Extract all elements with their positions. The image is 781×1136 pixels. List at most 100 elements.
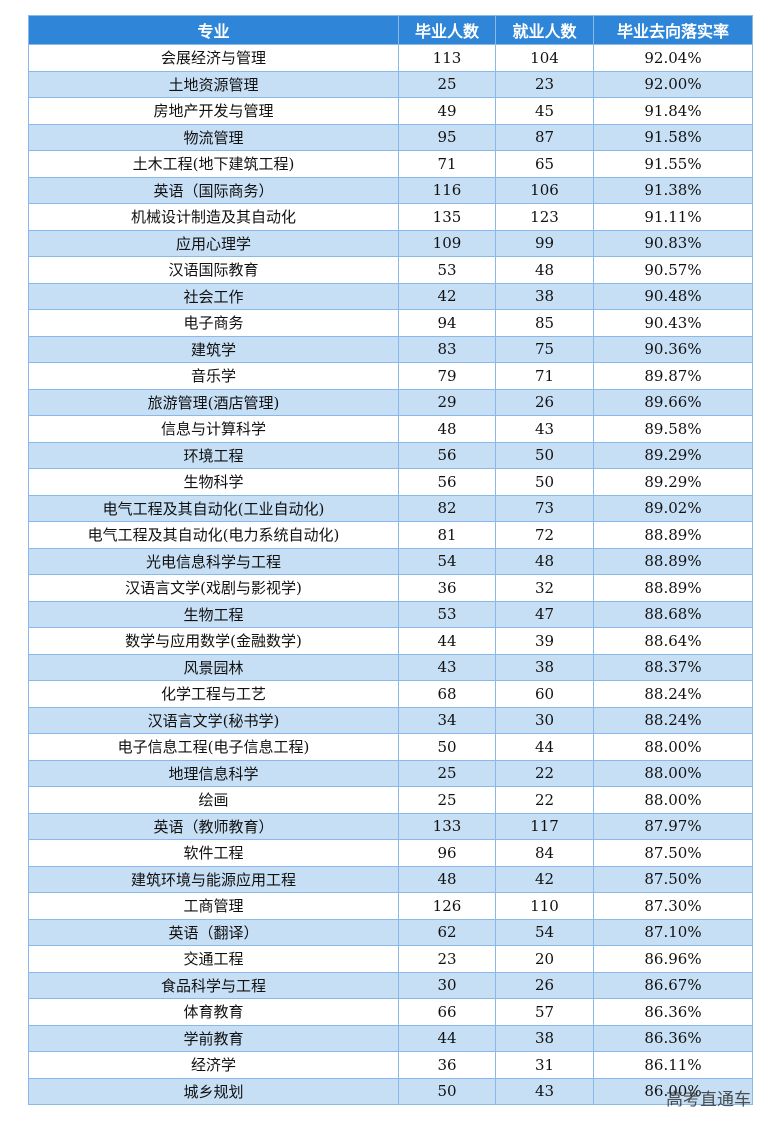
cell-major: 汉语言文学(秘书学) bbox=[28, 706, 399, 734]
cell-placement-rate: 90.83% bbox=[593, 229, 753, 257]
table-row: 英语（翻译） 62 54 87.10% bbox=[28, 918, 753, 946]
cell-graduates: 48 bbox=[398, 865, 496, 893]
cell-placement-rate: 91.84% bbox=[593, 97, 753, 125]
table-row: 光电信息科学与工程 54 48 88.89% bbox=[28, 547, 753, 575]
cell-major: 房地产开发与管理 bbox=[28, 97, 399, 125]
table-row: 电气工程及其自动化(电力系统自动化) 81 72 88.89% bbox=[28, 521, 753, 549]
table-row: 英语（国际商务） 116 106 91.38% bbox=[28, 176, 753, 204]
cell-major: 英语（教师教育） bbox=[28, 812, 399, 840]
cell-employed: 42 bbox=[495, 865, 594, 893]
table-row: 汉语言文学(秘书学) 34 30 88.24% bbox=[28, 706, 753, 734]
table-row: 建筑学 83 75 90.36% bbox=[28, 335, 753, 363]
cell-placement-rate: 92.04% bbox=[593, 44, 753, 72]
cell-graduates: 96 bbox=[398, 839, 496, 867]
cell-placement-rate: 86.96% bbox=[593, 945, 753, 973]
cell-placement-rate: 87.50% bbox=[593, 839, 753, 867]
table-row: 应用心理学 109 99 90.83% bbox=[28, 229, 753, 257]
cell-employed: 87 bbox=[495, 123, 594, 151]
cell-graduates: 23 bbox=[398, 945, 496, 973]
cell-graduates: 135 bbox=[398, 203, 496, 231]
cell-employed: 48 bbox=[495, 256, 594, 284]
cell-employed: 45 bbox=[495, 97, 594, 125]
table-row: 环境工程 56 50 89.29% bbox=[28, 441, 753, 469]
cell-placement-rate: 87.10% bbox=[593, 918, 753, 946]
cell-employed: 48 bbox=[495, 547, 594, 575]
cell-employed: 106 bbox=[495, 176, 594, 204]
cell-placement-rate: 88.00% bbox=[593, 759, 753, 787]
cell-placement-rate: 90.57% bbox=[593, 256, 753, 284]
cell-placement-rate: 88.89% bbox=[593, 521, 753, 549]
cell-placement-rate: 89.29% bbox=[593, 441, 753, 469]
cell-placement-rate: 89.02% bbox=[593, 494, 753, 522]
cell-placement-rate: 88.89% bbox=[593, 574, 753, 602]
cell-employed: 44 bbox=[495, 733, 594, 761]
cell-graduates: 62 bbox=[398, 918, 496, 946]
cell-graduates: 81 bbox=[398, 521, 496, 549]
table-row: 经济学 36 31 86.11% bbox=[28, 1051, 753, 1079]
cell-graduates: 113 bbox=[398, 44, 496, 72]
cell-graduates: 36 bbox=[398, 574, 496, 602]
table-row: 生物科学 56 50 89.29% bbox=[28, 468, 753, 496]
cell-major: 英语（国际商务） bbox=[28, 176, 399, 204]
cell-major: 数学与应用数学(金融数学) bbox=[28, 627, 399, 655]
cell-graduates: 29 bbox=[398, 388, 496, 416]
cell-employed: 57 bbox=[495, 998, 594, 1026]
table-row: 汉语言文学(戏剧与影视学) 36 32 88.89% bbox=[28, 574, 753, 602]
cell-major: 交通工程 bbox=[28, 945, 399, 973]
table-row: 电子商务 94 85 90.43% bbox=[28, 309, 753, 337]
table-header-row: 专业 毕业人数 就业人数 毕业去向落实率 bbox=[28, 15, 753, 45]
cell-major: 音乐学 bbox=[28, 362, 399, 390]
table-row: 信息与计算科学 48 43 89.58% bbox=[28, 415, 753, 443]
cell-graduates: 133 bbox=[398, 812, 496, 840]
cell-major: 化学工程与工艺 bbox=[28, 680, 399, 708]
cell-major: 信息与计算科学 bbox=[28, 415, 399, 443]
cell-major: 生物科学 bbox=[28, 468, 399, 496]
cell-major: 风景园林 bbox=[28, 653, 399, 681]
cell-placement-rate: 89.87% bbox=[593, 362, 753, 390]
cell-placement-rate: 90.48% bbox=[593, 282, 753, 310]
cell-major: 城乡规划 bbox=[28, 1077, 399, 1105]
cell-placement-rate: 91.38% bbox=[593, 176, 753, 204]
header-placement-rate: 毕业去向落实率 bbox=[593, 15, 753, 45]
table-row: 风景园林 43 38 88.37% bbox=[28, 653, 753, 681]
table-row: 数学与应用数学(金融数学) 44 39 88.64% bbox=[28, 627, 753, 655]
cell-graduates: 109 bbox=[398, 229, 496, 257]
cell-graduates: 94 bbox=[398, 309, 496, 337]
cell-graduates: 49 bbox=[398, 97, 496, 125]
cell-employed: 22 bbox=[495, 786, 594, 814]
cell-major: 机械设计制造及其自动化 bbox=[28, 203, 399, 231]
table-row: 旅游管理(酒店管理) 29 26 89.66% bbox=[28, 388, 753, 416]
cell-graduates: 53 bbox=[398, 600, 496, 628]
cell-major: 旅游管理(酒店管理) bbox=[28, 388, 399, 416]
table-row: 土木工程(地下建筑工程) 71 65 91.55% bbox=[28, 150, 753, 178]
cell-employed: 43 bbox=[495, 1077, 594, 1105]
cell-graduates: 56 bbox=[398, 441, 496, 469]
cell-placement-rate: 86.67% bbox=[593, 971, 753, 999]
employment-table: 专业 毕业人数 就业人数 毕业去向落实率 会展经济与管理 113 104 92.04%… bbox=[28, 15, 753, 1105]
cell-graduates: 68 bbox=[398, 680, 496, 708]
table-row: 房地产开发与管理 49 45 91.84% bbox=[28, 97, 753, 125]
cell-major: 绘画 bbox=[28, 786, 399, 814]
cell-graduates: 43 bbox=[398, 653, 496, 681]
cell-graduates: 56 bbox=[398, 468, 496, 496]
cell-employed: 75 bbox=[495, 335, 594, 363]
cell-major: 土地资源管理 bbox=[28, 70, 399, 98]
table-row: 化学工程与工艺 68 60 88.24% bbox=[28, 680, 753, 708]
cell-major: 应用心理学 bbox=[28, 229, 399, 257]
cell-employed: 38 bbox=[495, 653, 594, 681]
cell-major: 社会工作 bbox=[28, 282, 399, 310]
cell-placement-rate: 86.36% bbox=[593, 998, 753, 1026]
cell-major: 土木工程(地下建筑工程) bbox=[28, 150, 399, 178]
table-body: 会展经济与管理 113 104 92.04% 土地资源管理 25 23 92.00% 房地产开发… bbox=[28, 44, 753, 1105]
cell-employed: 117 bbox=[495, 812, 594, 840]
cell-employed: 39 bbox=[495, 627, 594, 655]
cell-placement-rate: 88.00% bbox=[593, 786, 753, 814]
cell-placement-rate: 88.24% bbox=[593, 680, 753, 708]
cell-major: 电子商务 bbox=[28, 309, 399, 337]
cell-placement-rate: 90.36% bbox=[593, 335, 753, 363]
table-row: 电子信息工程(电子信息工程) 50 44 88.00% bbox=[28, 733, 753, 761]
cell-major: 电子信息工程(电子信息工程) bbox=[28, 733, 399, 761]
cell-employed: 60 bbox=[495, 680, 594, 708]
table-row: 会展经济与管理 113 104 92.04% bbox=[28, 44, 753, 72]
cell-employed: 104 bbox=[495, 44, 594, 72]
